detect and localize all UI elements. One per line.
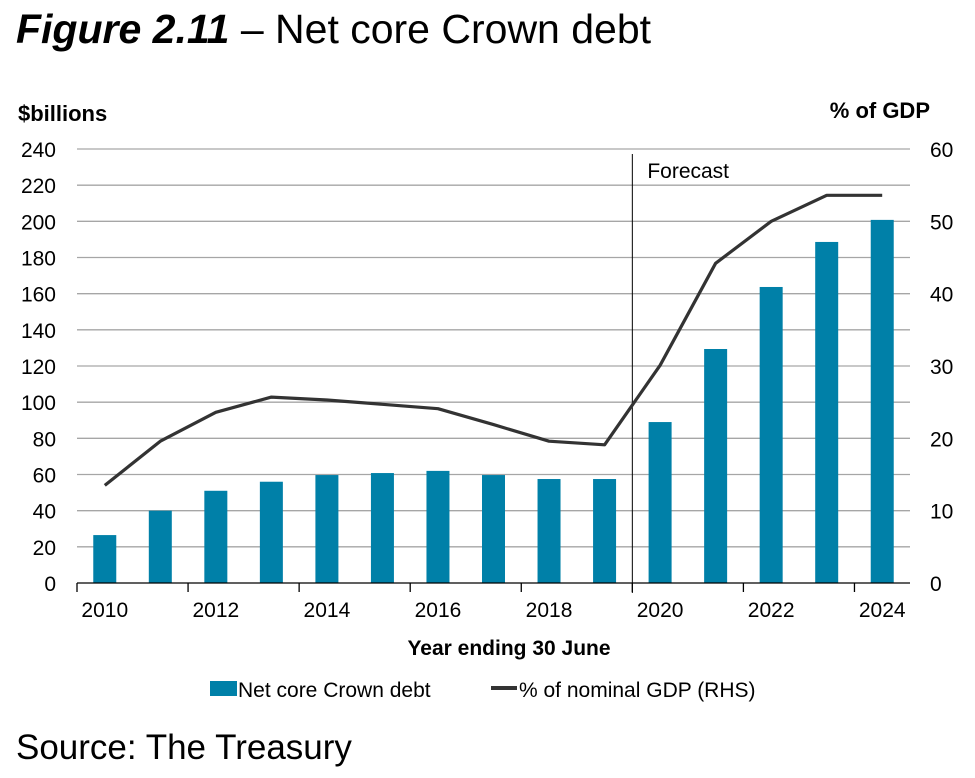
bar-2023 xyxy=(815,241,839,583)
forecast-annotation: Forecast xyxy=(631,154,729,593)
figure-title: Figure 2.11 – Net core Crown debt xyxy=(16,4,651,54)
x-axis-tick-label: 2018 xyxy=(526,599,573,622)
bar-2016 xyxy=(426,470,450,583)
figure-title-text: Net core Crown debt xyxy=(275,6,652,52)
bar-2021 xyxy=(704,349,728,583)
left-axis-tick-label: 240 xyxy=(21,139,56,162)
bar-2011 xyxy=(148,510,172,583)
left-axis-tick-label: 200 xyxy=(21,211,56,234)
legend-label-line: % of nominal GDP (RHS) xyxy=(519,679,756,702)
bar-2014 xyxy=(315,475,339,583)
x-axis-tick-label: 2016 xyxy=(415,599,462,622)
legend-label-bar: Net core Crown debt xyxy=(238,679,431,702)
left-axis-tick-label: 60 xyxy=(33,465,56,488)
bar-2019 xyxy=(593,479,617,583)
right-axis-tick-label: 30 xyxy=(930,356,953,379)
x-axis-tick-label: 2022 xyxy=(748,599,795,622)
bar-series xyxy=(93,219,894,584)
x-axis-tick-label: 2024 xyxy=(859,599,906,622)
right-axis-tick-label: 10 xyxy=(930,501,953,524)
x-axis-title: Year ending 30 June xyxy=(407,637,610,660)
x-axis-tick-label: 2010 xyxy=(81,599,128,622)
source-note: Source: The Treasury xyxy=(16,728,352,767)
right-axis-tick-label: 50 xyxy=(930,211,953,234)
x-axis-tick-label: 2020 xyxy=(637,599,684,622)
left-axis-title: $billions xyxy=(18,101,107,126)
left-axis-tick-label: 100 xyxy=(21,392,56,415)
forecast-label: Forecast xyxy=(647,160,729,183)
left-axis-tick-label: 20 xyxy=(33,537,56,560)
right-axis-tick-label: 60 xyxy=(930,139,953,162)
x-axis-labels: 2010 2012 2014 2016 2018 2020 2022 2024 xyxy=(81,599,906,622)
left-axis-labels: 0 20 40 60 80 100 120 140 160 180 200 220 240 xyxy=(21,139,56,596)
left-axis-tick-label: 40 xyxy=(33,501,56,524)
bar-2018 xyxy=(537,479,561,583)
bar-2024 xyxy=(870,219,894,584)
bar-2010 xyxy=(93,535,117,583)
bar-2017 xyxy=(482,475,505,583)
bar-2022 xyxy=(759,286,783,583)
title-separator: – xyxy=(229,6,276,52)
x-axis-tick-label: 2012 xyxy=(192,599,239,622)
left-axis-tick-label: 180 xyxy=(21,248,56,271)
left-axis-tick-label: 80 xyxy=(33,428,56,451)
left-axis-tick-label: 0 xyxy=(44,573,56,596)
gdp-percentage-line xyxy=(103,193,883,487)
right-axis-tick-label: 0 xyxy=(930,573,942,596)
axes xyxy=(76,582,910,592)
left-axis-tick-label: 160 xyxy=(21,284,56,307)
right-axis-title: % of GDP xyxy=(830,98,930,123)
right-axis-tick-label: 40 xyxy=(930,284,953,307)
figure-number: Figure 2.11 xyxy=(16,6,230,52)
bar-2015 xyxy=(370,473,394,583)
left-axis-tick-label: 220 xyxy=(21,175,56,198)
line-series xyxy=(103,193,883,487)
bar-2012 xyxy=(204,490,228,583)
right-axis-tick-label: 20 xyxy=(930,428,953,451)
left-axis-tick-label: 140 xyxy=(21,320,56,343)
legend-swatch-bar xyxy=(210,681,237,696)
right-axis-labels: 0 10 20 30 40 50 60 xyxy=(930,139,953,596)
legend: Net core Crown debt % of nominal GDP (RH… xyxy=(210,679,756,702)
bar-2020 xyxy=(648,422,672,583)
bar-2013 xyxy=(259,481,283,583)
x-axis-tick-label: 2014 xyxy=(304,599,351,622)
left-axis-tick-label: 120 xyxy=(21,356,56,379)
